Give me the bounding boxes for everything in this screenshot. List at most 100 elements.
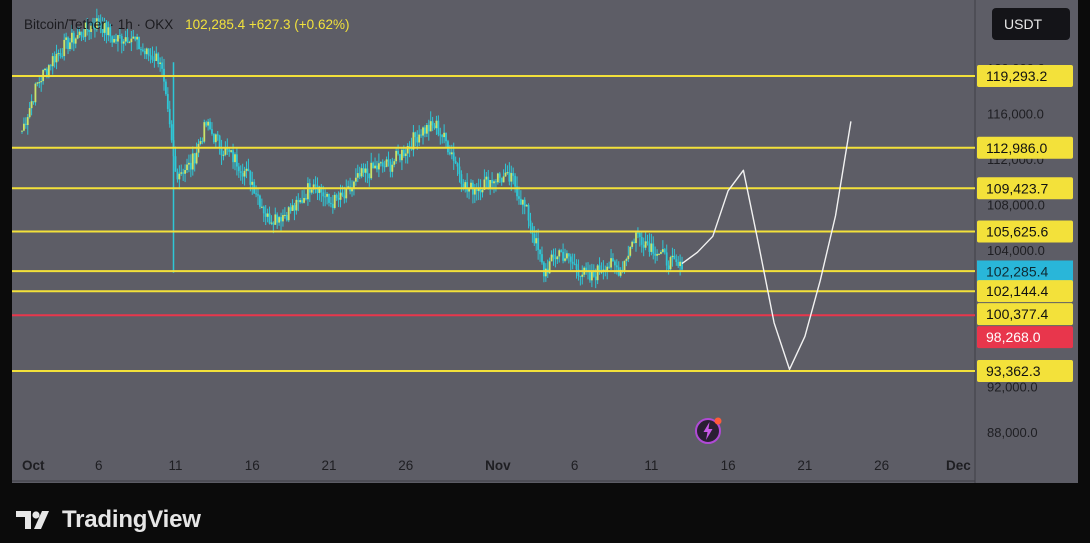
candle-body [660, 251, 662, 254]
x-tick-label: 16 [721, 458, 736, 473]
candle-body [241, 173, 244, 177]
candle-body [270, 222, 273, 224]
candle-body [650, 243, 653, 252]
candle-body [214, 134, 217, 143]
candle-body [506, 172, 509, 174]
projection-path [681, 121, 852, 371]
candle-body [21, 130, 23, 132]
price-chart[interactable]: 120,000.0116,000.0112,000.0108,000.0104,… [12, 0, 1078, 483]
candle-body [99, 23, 102, 27]
candle-body [360, 168, 363, 177]
candle-body [236, 154, 238, 167]
lightning-icon[interactable] [694, 415, 724, 445]
candle-body [393, 161, 396, 165]
candle-body [677, 262, 680, 267]
candle-body [322, 192, 325, 197]
candle-body [498, 173, 501, 178]
candle-body [496, 173, 499, 183]
candle-body [186, 164, 188, 171]
candle-body [70, 32, 73, 43]
candle-body [669, 257, 672, 270]
x-tick-label: 26 [874, 458, 889, 473]
tradingview-logo[interactable]: TradingView [16, 505, 201, 535]
candle-body [422, 127, 424, 136]
candle-body [61, 56, 64, 58]
currency-button[interactable]: USDT [992, 8, 1070, 40]
candle-body [416, 137, 419, 143]
candle-body [418, 134, 421, 143]
candle-body [278, 217, 281, 223]
candle-body [101, 26, 104, 33]
candle-body [237, 166, 240, 172]
candle-body [63, 39, 66, 57]
candle-body [46, 68, 48, 75]
candle-body [65, 37, 68, 40]
candle-body [567, 253, 570, 257]
candle-body [399, 154, 401, 161]
candle-body [408, 146, 411, 148]
candle-body [272, 222, 275, 225]
candle-body [326, 193, 328, 197]
candle-body [681, 261, 683, 270]
candle-body [504, 172, 507, 177]
candle-body [69, 42, 71, 49]
candle-body [134, 36, 137, 40]
x-tick-label: 16 [245, 458, 260, 473]
candle-body [335, 194, 338, 198]
candle-body [153, 59, 156, 61]
candle-body [525, 205, 528, 207]
candle-body [84, 22, 87, 37]
candle-body [341, 192, 344, 196]
level-badge-label: 105,625.6 [986, 223, 1048, 239]
candle-body [324, 196, 327, 198]
candle-body [257, 194, 259, 196]
candle-body [132, 36, 135, 39]
candle-body [51, 56, 54, 67]
level-badge [977, 177, 1073, 200]
candle-body [445, 132, 447, 142]
candle-body [519, 198, 522, 205]
candle-body [220, 148, 223, 156]
candle-body [638, 232, 641, 238]
candle-body [665, 252, 668, 266]
candle-body [379, 162, 382, 164]
candle-body [320, 186, 323, 193]
candle-body [429, 121, 432, 132]
candle-body [358, 173, 361, 177]
x-tick-label: 11 [644, 458, 658, 473]
candle-body [420, 134, 422, 136]
candle-body [631, 241, 634, 247]
candle-body [566, 253, 568, 259]
y-tick-label: 104,000.0 [987, 243, 1045, 258]
candle-body [174, 156, 177, 172]
candle-body [232, 150, 234, 163]
candle-body [234, 154, 236, 163]
candle-body [26, 117, 29, 125]
x-tick-label: 21 [797, 458, 812, 473]
candle-body [481, 189, 484, 193]
candle-body [589, 271, 591, 281]
candle-body [117, 35, 119, 42]
candle-body [289, 207, 292, 211]
candle-body [178, 173, 181, 180]
candle-body [151, 56, 154, 60]
candle-body [274, 214, 277, 225]
level-badge [977, 303, 1073, 326]
candle-body [579, 275, 582, 277]
candle-body [562, 251, 564, 261]
candle-body [391, 164, 394, 172]
candle-body [675, 259, 678, 263]
candle-body [679, 261, 682, 267]
candle-body [370, 162, 373, 179]
candle-body [543, 262, 545, 277]
candle-body [427, 125, 430, 132]
candle-body [351, 187, 353, 192]
candle-body [635, 232, 637, 243]
candle-body [544, 268, 547, 277]
candle-body [470, 182, 472, 190]
x-tick-label: 11 [168, 458, 182, 473]
chart-area[interactable]: 120,000.0116,000.0112,000.0108,000.0104,… [12, 0, 1078, 483]
candle-body [345, 187, 348, 199]
candle-body [435, 120, 438, 129]
candle-body [556, 256, 559, 260]
